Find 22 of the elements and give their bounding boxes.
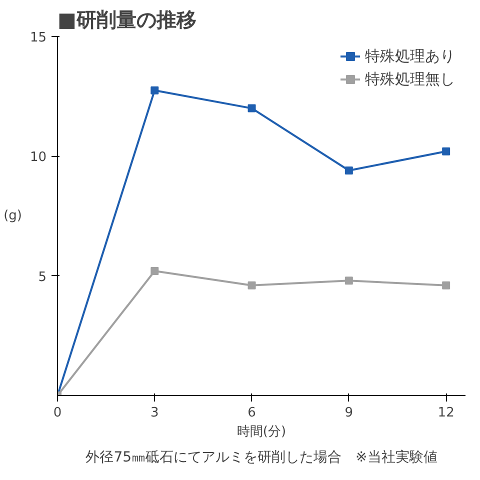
x-tick-label: 12 xyxy=(438,406,454,420)
text: 外径75㎜砥石にてアルミを研削した場合 ※当社実験値 xyxy=(86,450,438,466)
legend-label: 特殊処理あり xyxy=(365,46,455,66)
point xyxy=(248,104,256,112)
x-tick-label: 6 xyxy=(248,406,256,420)
point xyxy=(150,86,159,94)
y-tick-label: 5 xyxy=(38,270,47,285)
y-axis-title: (g) xyxy=(4,208,22,224)
x-tick-label: 9 xyxy=(344,406,354,420)
chart-title: ■研削量の推移 xyxy=(58,8,196,32)
point xyxy=(150,267,159,276)
point xyxy=(442,147,450,156)
y-tick-label: 10 xyxy=(30,150,47,166)
y-tick-label: 15 xyxy=(30,30,47,46)
point xyxy=(344,276,353,285)
point xyxy=(344,166,353,175)
point xyxy=(248,281,256,290)
x-axis-title: 時間(分) xyxy=(236,424,286,440)
x-tick-label: 0 xyxy=(53,406,62,420)
x-tick-label: 3 xyxy=(150,406,159,420)
legend-label: 特殊処理無し xyxy=(365,70,455,88)
point xyxy=(442,281,450,290)
